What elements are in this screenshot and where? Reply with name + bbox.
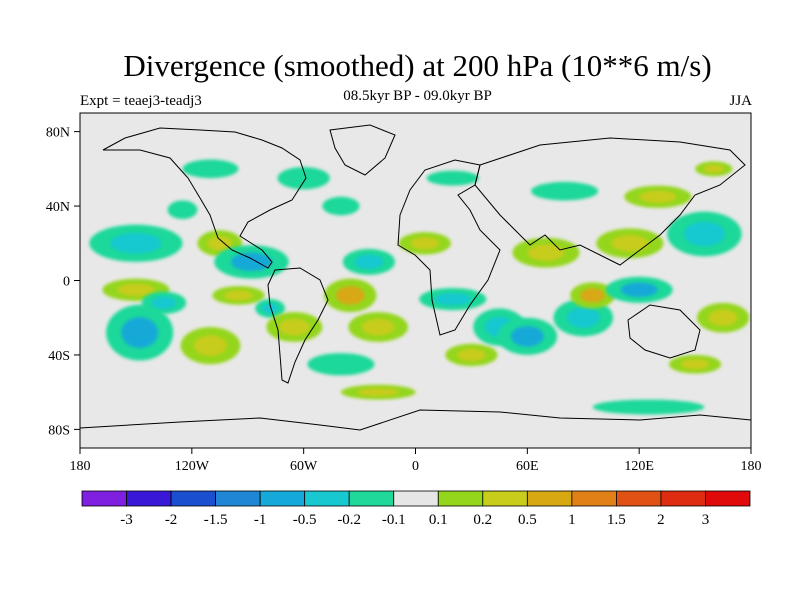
- antarctica-coast: [80, 409, 751, 431]
- field-contour-inner: [117, 283, 155, 296]
- lon-tick-label: 180: [741, 459, 762, 474]
- colorbar-label: -1.5: [204, 512, 228, 528]
- colorbar-label: -3: [120, 512, 133, 528]
- lat-tick-label: 80S: [48, 423, 70, 438]
- field-contour-inner: [639, 190, 677, 203]
- europe-africa-coast: [397, 159, 501, 336]
- colorbar-swatch: [437, 490, 484, 507]
- colorbar-swatch: [81, 490, 127, 507]
- colorbar-label: -0.1: [382, 512, 406, 528]
- field-contour-inner: [278, 318, 310, 336]
- field-contour-outer: [592, 399, 705, 415]
- colorbar-swatch: [526, 490, 573, 507]
- lon-tick-label: 60W: [290, 459, 318, 474]
- colorbar-swatch: [393, 490, 439, 507]
- longitude-axis: 180 120W 60W 0 60E 120E 180: [70, 448, 762, 474]
- colorbar-label: -0.5: [293, 512, 317, 528]
- field-contour-inner: [566, 307, 600, 328]
- colorbar-label: -0.2: [337, 512, 361, 528]
- field-contour-inner: [620, 282, 658, 297]
- coastlines: [80, 124, 751, 431]
- colorbar-swatch: [571, 490, 617, 507]
- lat-tick-label: 40S: [48, 349, 70, 364]
- field-contour-inner: [357, 388, 399, 397]
- field-contour-outer: [531, 181, 599, 201]
- colorbar-label: 3: [702, 512, 710, 528]
- lat-tick-label: 40N: [46, 200, 70, 215]
- colorbar-label: 0.1: [429, 512, 448, 528]
- field-contour-outer: [426, 170, 479, 186]
- field-contour-inner: [354, 254, 384, 270]
- colorbar-swatch: [482, 490, 528, 507]
- colorbar-label: -2: [165, 512, 178, 528]
- colorbar-swatch: [616, 490, 662, 507]
- field-contour-outer: [322, 196, 360, 216]
- field-contour-inner: [611, 235, 649, 252]
- field-contour-outer: [167, 200, 198, 220]
- field-contour-outer: [182, 159, 239, 179]
- colorbar-swatch: [259, 490, 306, 507]
- field-contour-inner: [110, 233, 162, 254]
- field-contour-inner: [580, 288, 605, 303]
- field-contour-inner: [261, 303, 279, 314]
- lon-tick-label: 60E: [516, 459, 539, 474]
- map-title: Divergence (smoothed) at 200 hPa (10**6 …: [123, 48, 712, 83]
- divergence-field: [89, 159, 750, 415]
- field-contour-inner: [527, 244, 565, 261]
- colorbar-swatch: [705, 490, 751, 507]
- field-contour-outer: [307, 353, 375, 376]
- colorbar: -3 -2 -1.5 -1 -0.5 -0.2 -0.1 0.1 0.2 0.5 1 1.5 2 3: [81, 490, 751, 528]
- colorbar-swatch: [304, 490, 350, 507]
- colorbar-label: 2: [657, 512, 665, 528]
- field-contour-inner: [510, 326, 544, 347]
- lon-tick-label: 120W: [175, 459, 210, 474]
- field-contour-inner: [708, 309, 738, 326]
- field-contour-inner: [703, 164, 724, 173]
- field-contour-inner: [680, 359, 710, 370]
- asia-coast: [474, 137, 746, 266]
- colorbar-label: 0.5: [518, 512, 537, 528]
- colorbar-label: 0.2: [473, 512, 492, 528]
- colorbar-label: 1: [568, 512, 576, 528]
- colorbar-swatch: [126, 490, 172, 507]
- south-america-coast: [267, 267, 329, 384]
- colorbar-swatch: [348, 490, 395, 507]
- season-label: JJA: [729, 93, 752, 109]
- field-contour-inner: [335, 286, 365, 305]
- greenland-coast: [329, 124, 396, 176]
- lon-tick-label: 120E: [624, 459, 654, 474]
- field-contour-outer: [277, 166, 330, 190]
- colorbar-label: -1: [254, 512, 267, 528]
- field-contour-inner: [224, 290, 253, 301]
- field-contour-inner: [207, 236, 233, 251]
- colorbar-label: 1.5: [607, 512, 626, 528]
- field-contour-inner: [121, 317, 159, 348]
- field-contour-inner: [410, 237, 440, 250]
- latitude-axis: 80N 40N 0 40S 80S: [46, 126, 80, 438]
- field-contour-inner: [194, 335, 227, 356]
- field-contour-inner: [683, 221, 725, 247]
- field-contour-inner: [361, 318, 395, 336]
- lon-tick-label: 180: [70, 459, 91, 474]
- australia-coast: [627, 304, 701, 359]
- experiment-label: Expt = teaej3-teadj3: [80, 93, 202, 109]
- time-period-subtitle: 08.5kyr BP - 09.0kyr BP: [343, 88, 492, 104]
- field-contour-inner: [434, 292, 472, 306]
- lon-tick-label: 0: [412, 459, 419, 474]
- colorbar-swatch: [170, 490, 216, 507]
- field-contour-inner: [230, 252, 272, 272]
- field-contour-inner: [151, 296, 177, 309]
- colorbar-swatch: [660, 490, 706, 507]
- north-america-coast: [102, 127, 307, 269]
- field-contour-inner: [457, 348, 486, 362]
- lat-tick-label: 80N: [46, 126, 70, 141]
- colorbar-swatch: [215, 490, 261, 507]
- lat-tick-label: 0: [63, 275, 70, 290]
